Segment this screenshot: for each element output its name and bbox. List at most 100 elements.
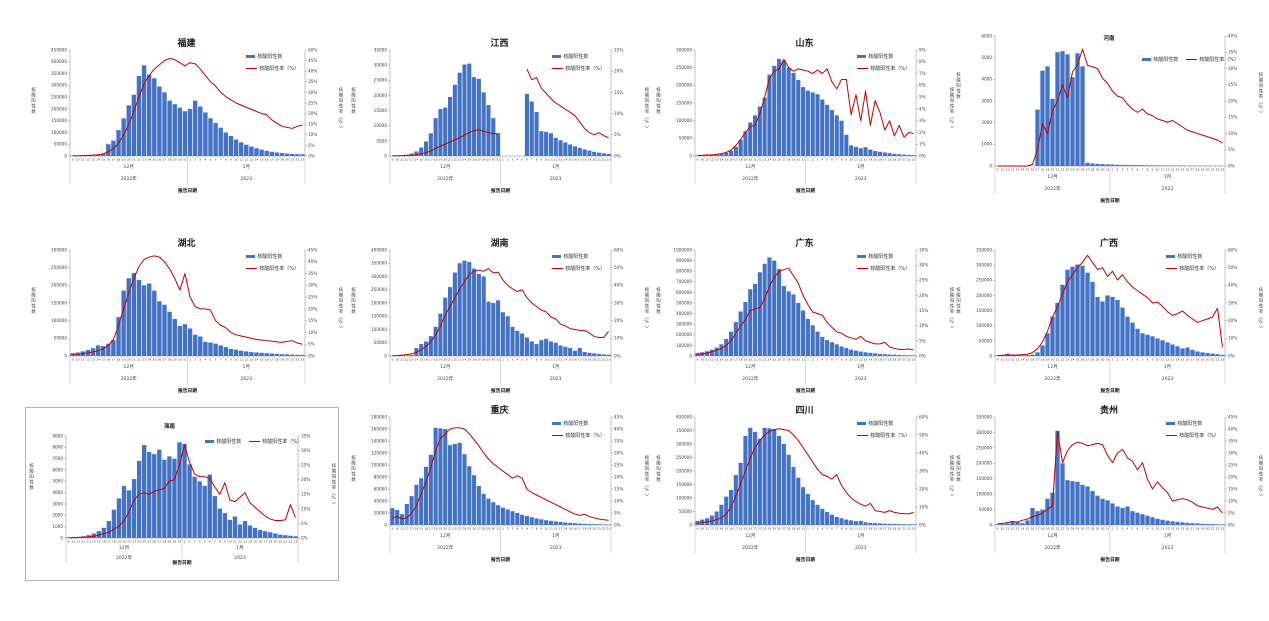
svg-text:160000: 160000: [371, 426, 387, 431]
svg-text:24: 24: [142, 540, 146, 544]
svg-text:30: 30: [178, 158, 182, 162]
svg-text:17: 17: [112, 358, 116, 362]
svg-text:4000: 4000: [52, 490, 63, 495]
svg-text:1月: 1月: [236, 545, 244, 551]
chart-fujian: 0 50000 100000 150000 200000 250000 300000 3500…: [28, 34, 345, 200]
svg-text:17: 17: [263, 540, 267, 544]
svg-text:22: 22: [1216, 168, 1220, 172]
chart-legend: 核酸阳性数 核酸阳性率（%）: [1166, 253, 1219, 272]
svg-text:22: 22: [907, 358, 911, 362]
svg-text:11: 11: [1161, 168, 1165, 172]
svg-text:25%: 25%: [1228, 82, 1237, 87]
svg-text:21: 21: [448, 158, 452, 162]
svg-text:10: 10: [76, 358, 80, 362]
svg-text:150000: 150000: [676, 482, 692, 487]
svg-text:12: 12: [238, 540, 242, 544]
svg-text:21: 21: [1211, 527, 1215, 531]
svg-text:30: 30: [796, 358, 800, 362]
svg-text:7: 7: [214, 540, 216, 544]
chart-title: 江西: [490, 39, 509, 49]
svg-text:26: 26: [777, 527, 781, 531]
chart-chongqing: 0 20000 40000 60000 80000 100000 120000 140000 1…: [348, 401, 651, 569]
svg-text:23: 23: [912, 527, 916, 531]
svg-text:5%: 5%: [919, 95, 926, 100]
svg-text:16: 16: [573, 527, 577, 531]
svg-text:0: 0: [384, 353, 387, 358]
legend-bar-label: 核酸阳性数: [868, 54, 894, 60]
chart-legend: 核酸阳性数 核酸阳性率（%）: [857, 53, 910, 72]
svg-text:4%: 4%: [919, 106, 926, 111]
svg-text:29: 29: [167, 540, 171, 544]
svg-text:2: 2: [812, 527, 814, 531]
svg-text:10: 10: [395, 158, 399, 162]
chart-legend: 核酸阳性数 核酸阳性率（%）: [857, 253, 910, 272]
svg-text:250000: 250000: [51, 95, 67, 100]
legend-bar-label: 核酸阳性数: [1153, 57, 1179, 63]
svg-text:9: 9: [230, 358, 232, 362]
svg-text:10: 10: [1001, 168, 1005, 172]
svg-text:35%: 35%: [919, 247, 928, 252]
svg-text:14: 14: [563, 158, 567, 162]
svg-text:50000: 50000: [374, 340, 388, 345]
svg-text:10: 10: [849, 158, 853, 162]
svg-text:2: 2: [812, 158, 814, 162]
svg-text:10: 10: [1001, 527, 1005, 531]
chart-plot: 0 50000 100000 150000 200000 250000 300000 3500…: [676, 414, 928, 563]
svg-text:15: 15: [724, 527, 728, 531]
svg-text:20%: 20%: [1228, 318, 1237, 323]
svg-text:28: 28: [787, 527, 791, 531]
svg-text:80000: 80000: [374, 474, 388, 479]
svg-text:2022年: 2022年: [121, 375, 138, 382]
svg-text:0: 0: [689, 153, 692, 158]
svg-text:2: 2: [812, 358, 814, 362]
svg-text:31: 31: [496, 358, 500, 362]
svg-text:250000: 250000: [976, 445, 992, 450]
svg-text:报告日期: 报告日期: [1100, 197, 1119, 204]
bar-swatch: [857, 422, 867, 425]
line-swatch: [857, 434, 869, 437]
svg-text:200000: 200000: [676, 332, 692, 337]
svg-text:19: 19: [1046, 527, 1050, 531]
svg-text:0%: 0%: [308, 353, 315, 358]
svg-text:20: 20: [285, 358, 289, 362]
svg-text:2022年: 2022年: [1044, 375, 1061, 382]
svg-text:报告日期: 报告日期: [491, 187, 510, 194]
svg-text:8: 8: [841, 527, 843, 531]
svg-text:25: 25: [467, 527, 471, 531]
legend-bar-label: 核酸阳性数: [563, 54, 589, 60]
line-swatch: [1186, 58, 1198, 61]
svg-text:16: 16: [878, 527, 882, 531]
svg-text:50%: 50%: [919, 432, 928, 437]
svg-text:21: 21: [283, 540, 287, 544]
svg-text:16: 16: [1031, 168, 1035, 172]
svg-text:15: 15: [568, 158, 572, 162]
svg-text:50%: 50%: [1228, 265, 1237, 270]
svg-text:20: 20: [897, 158, 901, 162]
right-axis-title: 核酸阳性率（%）: [644, 287, 649, 332]
legend-line-item: 核酸阳性率（%）: [857, 432, 910, 439]
svg-text:0%: 0%: [1228, 522, 1235, 527]
svg-text:22: 22: [289, 540, 293, 544]
svg-text:31: 31: [183, 158, 187, 162]
svg-text:报告日期: 报告日期: [491, 387, 510, 394]
svg-text:50000: 50000: [979, 507, 993, 512]
svg-text:17: 17: [578, 527, 582, 531]
left-axis-title: 核酸阳性数: [350, 287, 356, 315]
svg-text:13: 13: [249, 158, 253, 162]
svg-text:1: 1: [1112, 168, 1114, 172]
svg-text:18: 18: [1041, 527, 1045, 531]
svg-text:21: 21: [1056, 168, 1060, 172]
chart-legend: 核酸阳性数 核酸阳性率（%）: [552, 253, 605, 272]
chart-plot: 0 50000 100000 150000 200000 250000 300000 3500…: [976, 414, 1237, 563]
svg-text:19: 19: [1201, 168, 1205, 172]
svg-text:31: 31: [1106, 527, 1110, 531]
svg-text:14: 14: [1021, 527, 1025, 531]
svg-text:13: 13: [249, 358, 253, 362]
svg-text:60000: 60000: [374, 486, 388, 491]
svg-text:15%: 15%: [614, 486, 623, 491]
chart-hunan: 0 50000 100000 150000 200000 250000 300000 3500…: [348, 234, 651, 400]
svg-text:9: 9: [540, 158, 542, 162]
svg-text:9: 9: [997, 358, 999, 362]
svg-text:23: 23: [458, 358, 462, 362]
svg-text:26: 26: [472, 527, 476, 531]
